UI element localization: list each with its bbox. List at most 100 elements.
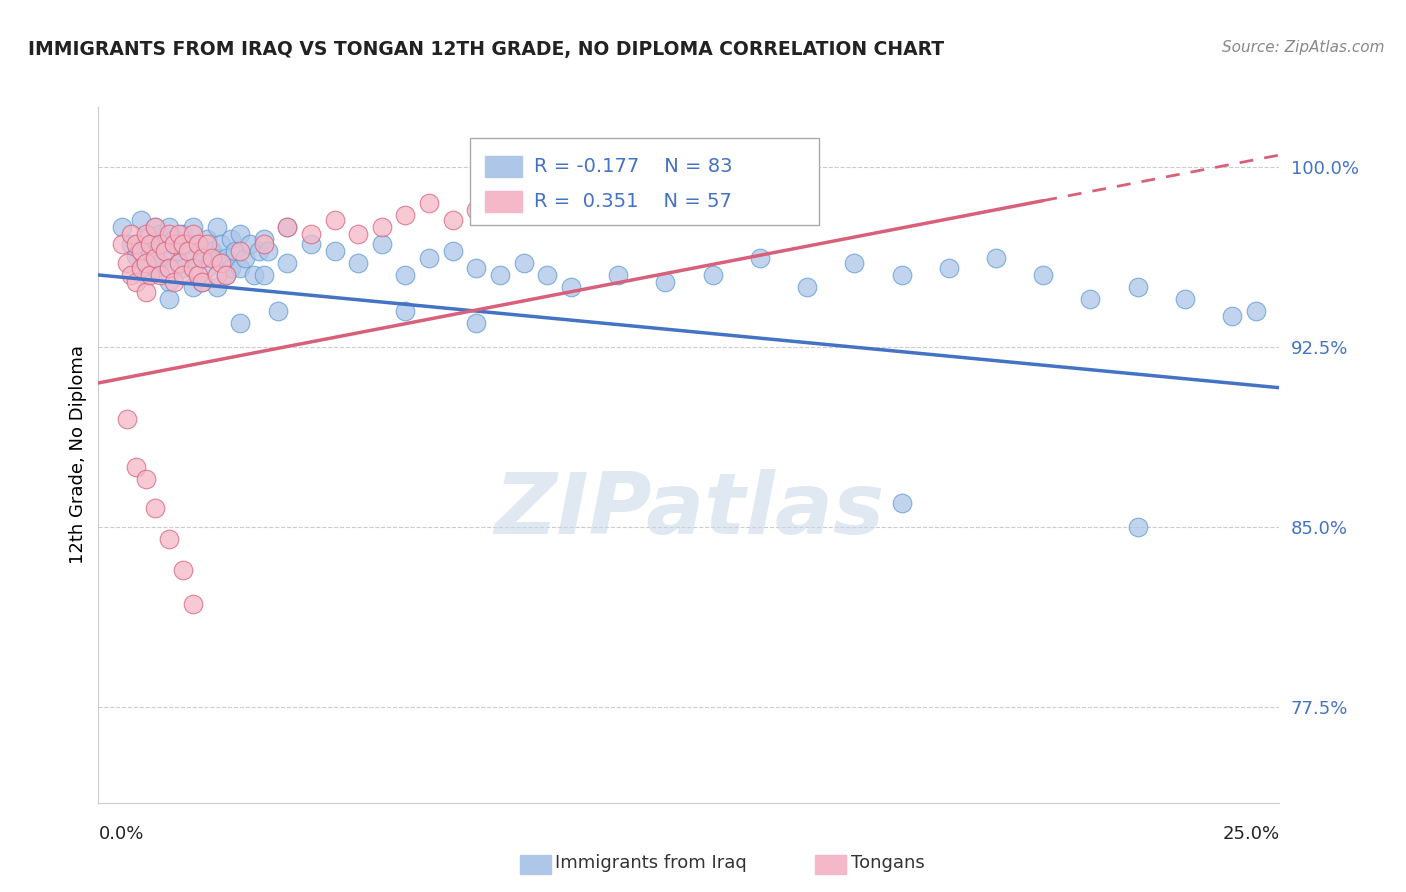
Point xyxy=(441,244,464,258)
Point xyxy=(177,244,200,258)
Point xyxy=(172,268,194,282)
Point xyxy=(135,285,157,299)
Point xyxy=(187,236,209,251)
Point xyxy=(209,236,232,251)
Point xyxy=(394,208,416,222)
Point xyxy=(465,203,488,218)
Point xyxy=(299,236,322,251)
Point xyxy=(163,236,186,251)
Point xyxy=(191,275,214,289)
Point xyxy=(890,268,912,282)
Point xyxy=(121,268,143,282)
Point xyxy=(111,219,134,234)
Point xyxy=(229,227,252,242)
Point xyxy=(163,260,186,275)
Point xyxy=(465,316,488,330)
Point xyxy=(512,196,534,211)
Point xyxy=(796,280,818,294)
Point xyxy=(512,256,534,270)
Point xyxy=(125,236,148,251)
Point xyxy=(167,227,190,242)
Bar xyxy=(485,156,523,178)
Point xyxy=(205,268,228,282)
Point xyxy=(135,256,157,270)
Point xyxy=(172,227,194,242)
Point xyxy=(465,260,488,275)
Point xyxy=(489,268,512,282)
Bar xyxy=(485,191,523,212)
Text: ZIPatlas: ZIPatlas xyxy=(494,469,884,552)
Point xyxy=(299,227,322,242)
Point xyxy=(111,236,134,251)
Point xyxy=(418,251,440,265)
Point xyxy=(129,244,152,258)
Point xyxy=(139,244,162,258)
FancyBboxPatch shape xyxy=(471,138,818,226)
Point xyxy=(191,251,214,265)
Point xyxy=(177,236,200,251)
Point xyxy=(115,256,138,270)
Point xyxy=(143,219,166,234)
Point xyxy=(149,227,172,242)
Point xyxy=(201,251,224,265)
Point xyxy=(984,251,1007,265)
Point xyxy=(1080,292,1102,306)
Point xyxy=(323,244,346,258)
Point xyxy=(167,256,190,270)
Point xyxy=(135,227,157,242)
Text: 0.0%: 0.0% xyxy=(98,825,143,843)
Point xyxy=(276,219,298,234)
Point xyxy=(394,304,416,318)
Point xyxy=(135,232,157,246)
Point xyxy=(560,280,582,294)
Point xyxy=(143,500,166,515)
Point xyxy=(129,260,152,275)
Point xyxy=(418,196,440,211)
Point xyxy=(276,256,298,270)
Point xyxy=(209,256,232,270)
Point xyxy=(394,268,416,282)
Point xyxy=(135,472,157,486)
Point xyxy=(129,212,152,227)
Point xyxy=(229,316,252,330)
Point xyxy=(157,292,180,306)
Point xyxy=(157,260,180,275)
Text: 25.0%: 25.0% xyxy=(1222,825,1279,843)
Point xyxy=(257,244,280,258)
Point xyxy=(219,232,242,246)
Point xyxy=(233,251,256,265)
Point xyxy=(149,236,172,251)
Point xyxy=(201,244,224,258)
Point xyxy=(1032,268,1054,282)
Point xyxy=(1174,292,1197,306)
Text: IMMIGRANTS FROM IRAQ VS TONGAN 12TH GRADE, NO DIPLOMA CORRELATION CHART: IMMIGRANTS FROM IRAQ VS TONGAN 12TH GRAD… xyxy=(28,40,945,59)
Point xyxy=(1220,309,1243,323)
Point xyxy=(172,260,194,275)
Point xyxy=(654,275,676,289)
Point xyxy=(153,244,176,258)
Point xyxy=(229,244,252,258)
Point xyxy=(844,256,866,270)
Point xyxy=(163,275,186,289)
Point xyxy=(181,260,204,275)
Text: Source: ZipAtlas.com: Source: ZipAtlas.com xyxy=(1222,40,1385,55)
Point xyxy=(143,251,166,265)
Point xyxy=(441,212,464,227)
Text: R =  0.351    N = 57: R = 0.351 N = 57 xyxy=(534,192,733,211)
Point xyxy=(253,268,276,282)
Point xyxy=(157,532,180,546)
Point xyxy=(323,212,346,227)
Point xyxy=(205,280,228,294)
Point xyxy=(224,244,246,258)
Point xyxy=(195,236,218,251)
Point xyxy=(139,236,162,251)
Point xyxy=(215,251,238,265)
Point xyxy=(149,256,172,270)
Point xyxy=(149,268,172,282)
Point xyxy=(157,227,180,242)
Point xyxy=(536,268,558,282)
Point xyxy=(143,219,166,234)
Point xyxy=(229,260,252,275)
Point xyxy=(702,268,724,282)
Point xyxy=(195,232,218,246)
